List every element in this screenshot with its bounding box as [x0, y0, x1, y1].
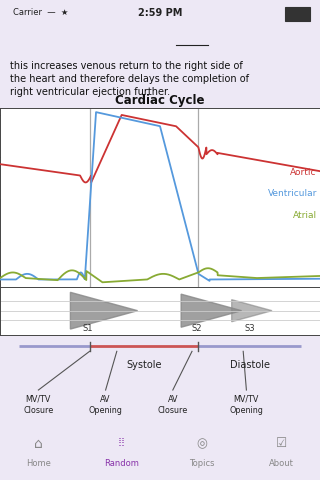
Text: Ventricular: Ventricular [268, 189, 317, 198]
Text: MV/TV
Closure: MV/TV Closure [23, 395, 53, 415]
Text: MV/TV
Opening: MV/TV Opening [229, 395, 263, 415]
Text: S2: S2 [192, 324, 202, 333]
Bar [285, 7, 310, 21]
Text: ⁞⁞: ⁞⁞ [118, 436, 125, 449]
Text: this increases venous return to the right side of
the heart and therefore delays: this increases venous return to the righ… [10, 61, 249, 97]
Title: Cardiac Cycle: Cardiac Cycle [115, 94, 205, 107]
Text: ⌂: ⌂ [34, 437, 43, 451]
Text: Home: Home [26, 458, 51, 468]
Polygon shape [70, 292, 138, 329]
Text: Diastole: Diastole [230, 360, 270, 370]
Text: Carrier  —  ★: Carrier — ★ [13, 8, 68, 17]
Text: Random: Random [104, 458, 139, 468]
Text: Atrial: Atrial [293, 211, 317, 219]
Text: AV
Closure: AV Closure [158, 395, 188, 415]
Text: S3: S3 [244, 324, 255, 333]
Text: ☑: ☑ [276, 437, 287, 450]
Text: About: About [269, 458, 294, 468]
Text: Aortic: Aortic [290, 168, 317, 177]
Text: Topics: Topics [189, 458, 214, 468]
Text: 2:59 PM: 2:59 PM [138, 8, 182, 18]
Text: ◎: ◎ [196, 437, 207, 450]
Polygon shape [232, 300, 272, 322]
Text: AV
Opening: AV Opening [89, 395, 123, 415]
Polygon shape [181, 294, 242, 327]
Text: S1: S1 [83, 324, 93, 333]
Text: Systole: Systole [126, 360, 162, 370]
